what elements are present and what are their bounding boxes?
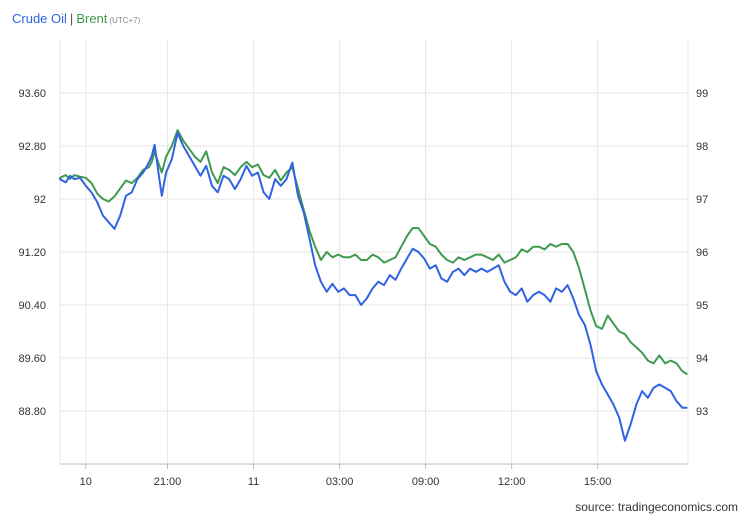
y-left-tick-label: 93.60 bbox=[18, 88, 46, 100]
series2-title[interactable]: Brent bbox=[76, 11, 108, 26]
x-tick-label: 03:00 bbox=[326, 476, 354, 488]
y-right-tick-label: 93 bbox=[696, 406, 708, 418]
y-left-tick-label: 91.20 bbox=[18, 247, 46, 259]
x-tick-label: 09:00 bbox=[412, 476, 440, 488]
tick-labels: 93.60 92.80 92 91.20 90.40 89.60 88.80 99 98 97 96… bbox=[18, 88, 708, 488]
grid-lines bbox=[60, 40, 688, 464]
y-right-tick-label: 99 bbox=[696, 88, 708, 100]
x-tick-label: 11 bbox=[248, 476, 259, 488]
source-credit[interactable]: source: tradingeconomics.com bbox=[575, 500, 738, 514]
chart-title: Crude Oil | Brent (UTC+7) bbox=[12, 11, 140, 26]
y-left-tick-label: 90.40 bbox=[18, 300, 46, 312]
crude-oil-line[interactable] bbox=[59, 131, 688, 442]
title-separator: | bbox=[69, 11, 74, 26]
y-right-tick-label: 96 bbox=[696, 247, 708, 259]
y-right-tick-label: 95 bbox=[696, 300, 708, 312]
x-tick-label: 12:00 bbox=[498, 476, 526, 488]
series-lines bbox=[59, 129, 688, 442]
series1-title[interactable]: Crude Oil bbox=[12, 11, 67, 26]
y-left-tick-label: 88.80 bbox=[18, 406, 46, 418]
y-right-tick-label: 98 bbox=[696, 141, 708, 153]
x-tick-label: 15:00 bbox=[584, 476, 612, 488]
y-left-tick-label: 89.60 bbox=[18, 353, 46, 365]
x-tick-label: 21:00 bbox=[154, 476, 182, 488]
y-left-tick-label: 92.80 bbox=[18, 141, 46, 153]
axes bbox=[59, 40, 689, 469]
x-tick-label: 10 bbox=[80, 476, 92, 488]
timezone-label: (UTC+7) bbox=[109, 16, 141, 25]
y-left-tick-label: 92 bbox=[34, 194, 46, 206]
y-right-tick-label: 97 bbox=[696, 194, 708, 206]
y-right-tick-label: 94 bbox=[696, 353, 708, 365]
